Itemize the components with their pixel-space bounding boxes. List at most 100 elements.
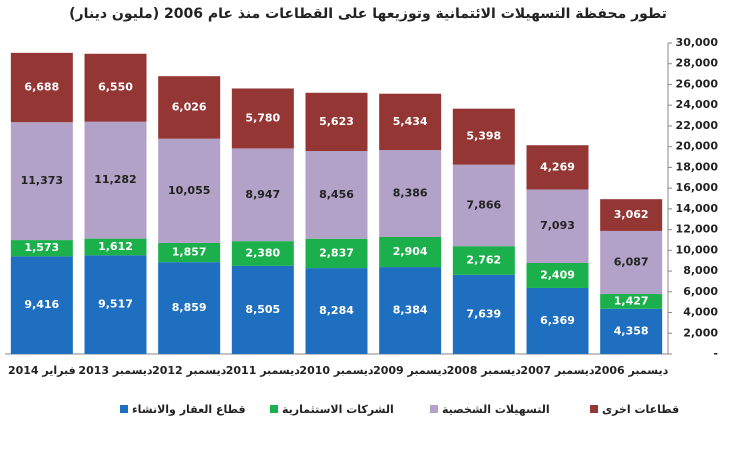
- value-label: 8,947: [245, 188, 280, 201]
- x-tick-label: ديسمبر 2010: [299, 364, 373, 377]
- value-label: 11,282: [94, 173, 136, 186]
- bar-segment: [379, 93, 442, 151]
- x-tick-label: ديسمبر 2013: [78, 364, 152, 377]
- x-tick-label: فبراير 2014: [8, 364, 76, 377]
- bar-segment: [231, 265, 294, 354]
- legend-label: التسهيلات الشخصية: [442, 403, 550, 416]
- x-tick-label: ديسمبر 2011: [226, 364, 300, 377]
- value-label: 5,623: [319, 115, 354, 128]
- value-label: 4,358: [614, 324, 649, 337]
- y-tick-label: 6,000: [683, 285, 718, 298]
- value-label: 6,026: [172, 100, 207, 113]
- bar-segment: [231, 148, 294, 242]
- legend-swatch: [120, 405, 128, 413]
- legend-swatch: [430, 405, 438, 413]
- value-label: 5,398: [466, 130, 501, 143]
- bar-segment: [10, 122, 73, 241]
- value-label: 6,369: [540, 314, 575, 327]
- bar-segment: [231, 241, 294, 266]
- value-label: 2,380: [245, 246, 280, 259]
- value-label: 6,688: [24, 81, 59, 94]
- legend-label: قطاعات اخرى: [602, 403, 679, 416]
- bar-segment: [10, 52, 73, 123]
- bar-segment: [84, 255, 147, 354]
- y-tick-label: -: [713, 347, 718, 360]
- value-label: 8,505: [245, 303, 280, 316]
- value-label: 1,573: [24, 241, 59, 254]
- value-label: 8,859: [172, 301, 207, 314]
- value-label: 2,762: [466, 253, 501, 266]
- bar-segment: [305, 268, 368, 354]
- y-tick-label: 26,000: [676, 77, 719, 90]
- value-label: 7,639: [466, 307, 501, 320]
- bar-segment: [158, 76, 221, 139]
- value-label: 1,612: [98, 240, 133, 253]
- x-tick-label: ديسمبر 2009: [373, 364, 447, 377]
- legend-label: قطاع العقار والانشاء: [132, 403, 246, 416]
- y-tick-label: 16,000: [676, 181, 719, 194]
- y-tick-label: 30,000: [676, 36, 719, 49]
- y-tick-label: 2,000: [683, 326, 718, 339]
- y-tick-label: 20,000: [676, 140, 719, 153]
- bar-segment: [379, 150, 442, 237]
- bar-segment: [158, 138, 221, 243]
- value-label: 1,427: [614, 294, 649, 307]
- value-label: 2,837: [319, 246, 354, 259]
- bar-segment: [84, 53, 147, 122]
- y-tick-label: 22,000: [676, 119, 719, 132]
- bar-segment: [452, 246, 515, 275]
- bar-segment: [158, 242, 221, 263]
- x-tick-label: ديسمبر 2012: [152, 364, 226, 377]
- bar-segment: [452, 108, 515, 165]
- value-label: 11,373: [21, 174, 63, 187]
- bar-segment: [305, 151, 368, 239]
- bar-segment: [600, 308, 663, 354]
- y-tick-label: 10,000: [676, 243, 719, 256]
- value-label: 7,866: [466, 198, 501, 211]
- x-tick-label: ديسمبر 2006: [594, 364, 668, 377]
- bar-segment: [600, 230, 663, 295]
- bar-segment: [305, 238, 368, 269]
- bar-segment: [600, 199, 663, 231]
- bar-segment: [84, 238, 147, 256]
- bar-segment: [10, 256, 73, 354]
- bar-segment: [452, 274, 515, 354]
- x-tick-label: ديسمبر 2007: [520, 364, 594, 377]
- y-tick-label: 24,000: [676, 98, 719, 111]
- x-tick-label: ديسمبر 2008: [447, 364, 521, 377]
- legend-swatch: [270, 405, 278, 413]
- bar-segment: [379, 236, 442, 268]
- value-label: 1,857: [172, 246, 207, 259]
- bar-segment: [526, 263, 589, 288]
- bar-segment: [231, 88, 294, 149]
- legend-label: الشركات الاستثمارية: [282, 403, 394, 416]
- y-tick-label: 28,000: [676, 57, 719, 70]
- bar-segment: [526, 287, 589, 354]
- value-label: 3,062: [614, 208, 649, 221]
- value-label: 5,434: [393, 115, 428, 128]
- bar-segment: [10, 240, 73, 257]
- bar-segment: [600, 294, 663, 309]
- value-label: 6,087: [614, 255, 649, 268]
- value-label: 2,409: [540, 268, 575, 281]
- value-label: 8,386: [393, 187, 428, 200]
- chart-title: تطور محفظة التسهيلات الائتمانية وتوزيعها…: [69, 6, 667, 22]
- value-label: 7,093: [540, 219, 575, 232]
- value-label: 4,269: [540, 160, 575, 173]
- value-label: 8,284: [319, 304, 354, 317]
- y-tick-label: 8,000: [683, 264, 718, 277]
- bar-segment: [379, 267, 442, 354]
- value-label: 10,055: [168, 184, 210, 197]
- bar-segment: [84, 121, 147, 239]
- value-label: 9,416: [24, 298, 59, 311]
- value-label: 9,517: [98, 298, 133, 311]
- value-label: 8,456: [319, 188, 354, 201]
- value-label: 8,384: [393, 304, 428, 317]
- y-tick-label: 12,000: [676, 223, 719, 236]
- bar-segment: [158, 262, 221, 354]
- legend-swatch: [590, 405, 598, 413]
- y-tick-label: 4,000: [683, 306, 718, 319]
- y-tick-label: 14,000: [676, 202, 719, 215]
- value-label: 6,550: [98, 81, 133, 94]
